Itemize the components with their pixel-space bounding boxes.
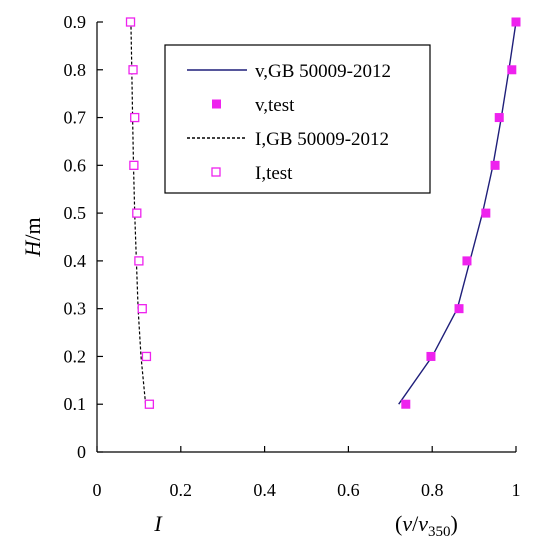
legend-item: v,GB 50009-2012: [187, 61, 391, 82]
legend-label: v,test: [255, 95, 295, 116]
x-axis-label-right-close: ): [450, 511, 457, 536]
x-axis-label-right-v2: v: [418, 511, 428, 536]
data-point: [137, 304, 147, 314]
y-tick-label: 0.3: [64, 299, 87, 319]
data-point: [494, 113, 504, 123]
data-point: [129, 160, 139, 170]
x-tick-label: 0.6: [337, 480, 360, 500]
legend-swatch: [212, 99, 221, 109]
y-tick-label: 0.9: [64, 12, 87, 32]
data-point: [134, 256, 144, 266]
x-tick-label: 1: [512, 480, 521, 500]
x-tick-label: 0.2: [170, 480, 193, 500]
y-tick-label: 0.5: [64, 203, 87, 223]
x-axis-label-right-sub: 350: [428, 524, 451, 540]
axis-labels: H/mI (v/v350): [20, 217, 458, 540]
x-axis-label-right-v: v: [402, 511, 412, 536]
legend-item: v,test: [212, 95, 295, 116]
y-tick-label: 0.8: [64, 60, 87, 80]
x-axis-label-right-slash: /: [412, 511, 419, 536]
data-point: [128, 65, 138, 75]
data-point: [490, 160, 500, 170]
data-point: [462, 256, 472, 266]
legend-label: v,GB 50009-2012: [255, 61, 391, 82]
x-axis-label-right: (v/v350): [395, 511, 458, 540]
data-point: [511, 17, 521, 27]
data-point: [130, 112, 140, 123]
legend-item: I,test: [211, 163, 293, 184]
x-axis-label-left: I: [153, 511, 163, 536]
y-tick-label: 0.2: [64, 346, 87, 366]
x-tick-label: 0: [93, 480, 102, 500]
y-tick-label: 0: [77, 442, 86, 462]
x-tick-label: 0.8: [421, 480, 444, 500]
legend-label: I,test: [255, 163, 293, 184]
legend: v,GB 50009-2012 v,test I,GB 50009-2012 I,te…: [164, 44, 431, 194]
data-point: [454, 304, 464, 314]
x-axis-label-left-symbol: I: [153, 511, 163, 536]
data-point: [507, 65, 517, 75]
x-axis-label-right-open: (: [395, 511, 402, 536]
series-1: [401, 17, 521, 409]
series-3: [125, 17, 155, 409]
y-tick-label: 0.1: [64, 394, 87, 414]
data-point: [481, 208, 491, 218]
data-point: [426, 351, 436, 361]
x-tick-label: 0.4: [253, 480, 276, 500]
y-axis-label-unit: /m: [20, 217, 45, 240]
data-point: [144, 399, 155, 409]
legend-item: I,GB 50009-2012: [187, 129, 389, 150]
data-point: [141, 351, 152, 362]
axes: 0 0.1 0.2 0.3 0.4 0.5 0.6 0.7 0.8 0.9 0 0.2 0.4 0.6 0.…: [64, 12, 521, 500]
y-tick-label: 0.6: [64, 155, 87, 175]
y-axis-label-symbol: H: [20, 240, 45, 258]
y-axis-label: H/m: [20, 217, 45, 257]
y-tick-label: 0.7: [64, 108, 87, 128]
data-point: [132, 208, 142, 218]
data-point: [401, 399, 411, 409]
series-layer: [125, 17, 521, 409]
legend-label: I,GB 50009-2012: [255, 129, 389, 150]
data-point: [125, 17, 136, 27]
legend-swatch: [211, 167, 221, 177]
y-tick-label: 0.4: [64, 251, 87, 271]
